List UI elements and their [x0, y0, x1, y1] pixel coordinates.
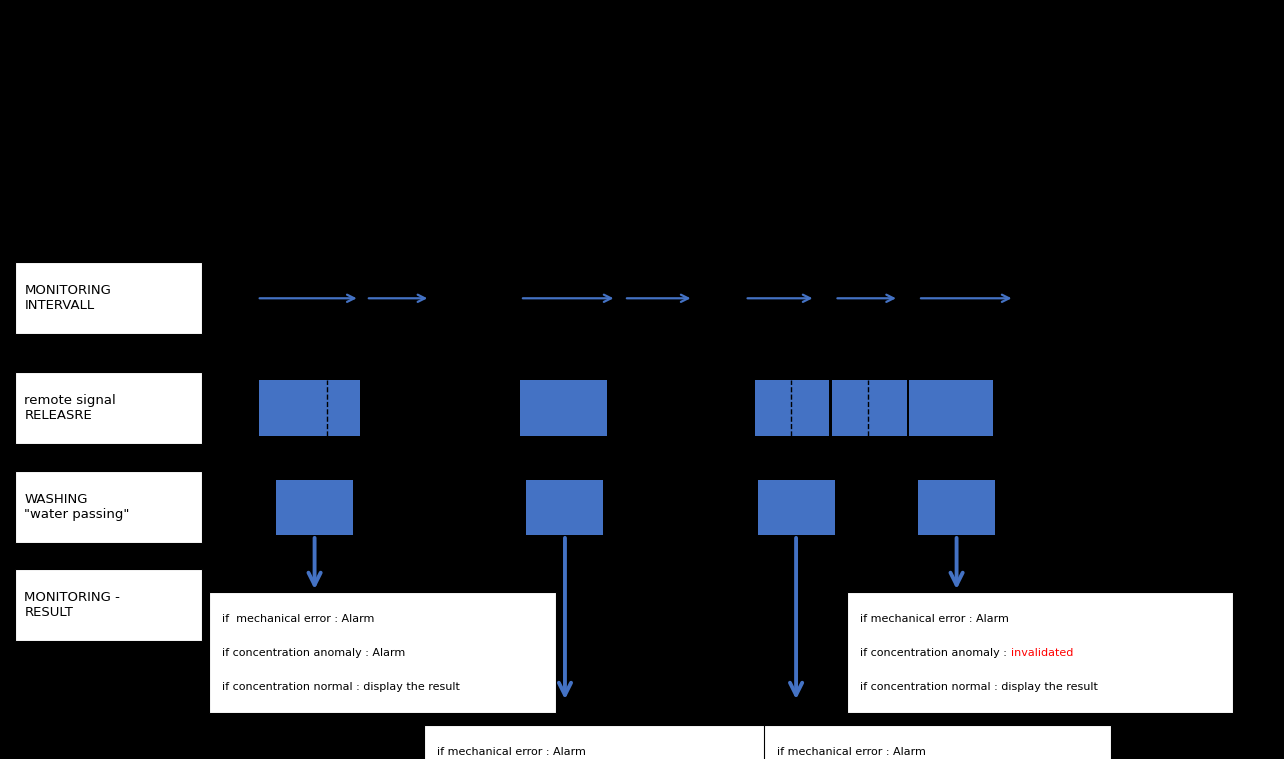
Bar — [15, 471, 202, 543]
Text: if mechanical error : Alarm: if mechanical error : Alarm — [777, 747, 926, 757]
Text: remote signal
RELEASRE: remote signal RELEASRE — [24, 394, 116, 422]
Text: if concentration anomaly :: if concentration anomaly : — [860, 647, 1011, 658]
Text: WASHING
"water passing": WASHING "water passing" — [24, 493, 130, 521]
Text: MONITORING
INTERVALL: MONITORING INTERVALL — [24, 284, 112, 312]
Bar — [847, 592, 1233, 713]
Text: if  mechanical error : Alarm: if mechanical error : Alarm — [222, 614, 375, 624]
Bar — [909, 380, 993, 436]
Bar — [520, 380, 607, 436]
Bar — [764, 725, 1111, 759]
Text: if mechanical error : Alarm: if mechanical error : Alarm — [437, 747, 586, 757]
Bar — [15, 569, 202, 641]
Text: if concentration anomaly : Alarm: if concentration anomaly : Alarm — [222, 647, 406, 658]
Text: if concentration normal : display the result: if concentration normal : display the re… — [860, 682, 1098, 691]
Bar — [918, 480, 995, 535]
Bar — [276, 480, 353, 535]
Bar — [758, 480, 835, 535]
Bar — [15, 262, 202, 334]
Text: invalidated: invalidated — [1011, 647, 1073, 658]
Bar — [424, 725, 770, 759]
Bar — [209, 592, 556, 713]
Text: MONITORING -
RESULT: MONITORING - RESULT — [24, 591, 121, 619]
Text: if concentration normal : display the result: if concentration normal : display the re… — [222, 682, 460, 691]
Text: if mechanical error : Alarm: if mechanical error : Alarm — [860, 614, 1009, 624]
Bar — [259, 380, 360, 436]
Bar — [755, 380, 829, 436]
Bar — [832, 380, 907, 436]
Bar — [15, 372, 202, 444]
Bar — [526, 480, 603, 535]
